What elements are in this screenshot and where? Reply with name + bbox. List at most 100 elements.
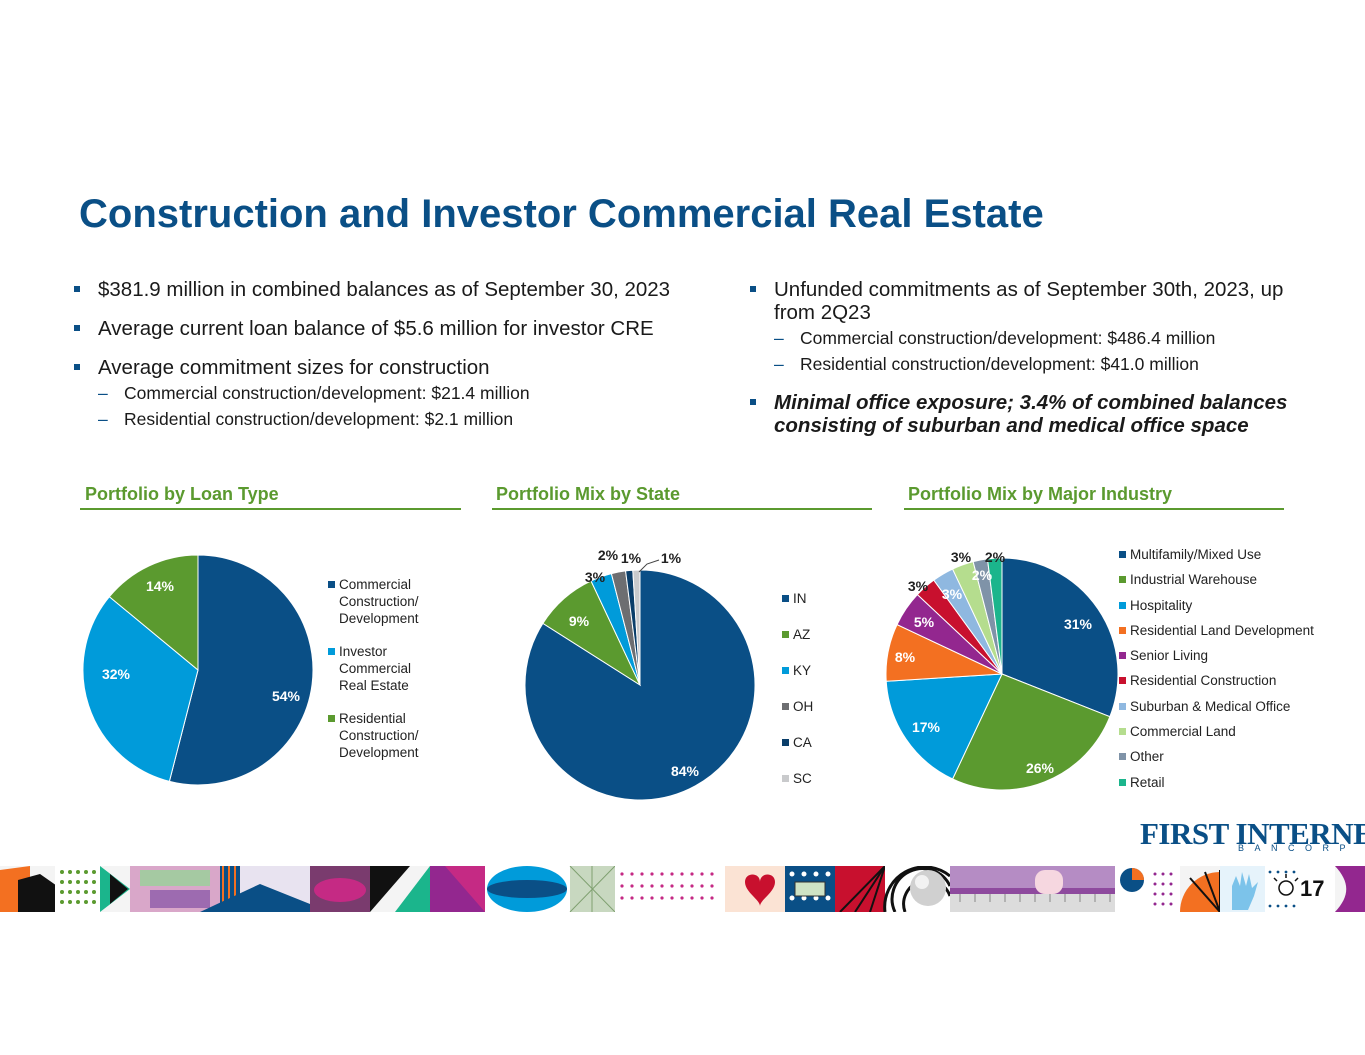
legend-item: Investor Commercial Real Estate	[328, 643, 449, 710]
data-label: 3%	[942, 586, 963, 602]
logo-subtitle: BANCORP	[1238, 843, 1357, 853]
bullet-item: Average commitment sizes for constructio…	[74, 356, 744, 430]
legend-label: SC	[793, 771, 812, 786]
pie-slice	[632, 569, 641, 686]
legend-item: KY	[782, 663, 813, 699]
legend-label: Suburban & Medical Office	[1130, 698, 1291, 714]
data-label: 84%	[671, 763, 700, 779]
legend-swatch	[1119, 576, 1126, 584]
legend-swatch	[1119, 702, 1126, 710]
legend-label: Retail	[1130, 774, 1165, 790]
bullet-text: Unfunded commitments as of September 30t…	[774, 278, 1284, 324]
sub-bullet-item: Residential construction/development: $2…	[98, 409, 744, 430]
legend-swatch	[1119, 778, 1126, 786]
legend-item: Senior Living	[1119, 648, 1314, 673]
pie-slice	[986, 557, 1003, 675]
legend-label: Hospitality	[1130, 597, 1193, 613]
data-label: 31%	[1064, 616, 1093, 632]
legend-label: Residential Land Development	[1130, 622, 1314, 638]
pie-chart-state: 84%9%3%2% 1% 1%	[524, 547, 756, 801]
legend-item: Industrial Warehouse	[1119, 572, 1314, 597]
data-label: 54%	[272, 688, 301, 704]
data-label: 1%	[621, 550, 642, 566]
legend-swatch	[1119, 601, 1126, 609]
legend-swatch	[782, 595, 789, 602]
legend-item: Multifamily/Mixed Use	[1119, 547, 1314, 572]
legend-loan-type: Commercial Construction/Development Invest…	[328, 576, 449, 777]
data-label: 3%	[585, 569, 606, 585]
data-label: 2%	[972, 567, 993, 583]
legend-swatch	[1119, 551, 1126, 558]
legend-label-line: Commercial	[339, 577, 412, 592]
company-logo: FIRST INTERNET BANCORP	[1140, 816, 1365, 856]
legend-swatch	[1119, 753, 1126, 761]
data-label: 14%	[146, 578, 175, 594]
legend-swatch	[782, 703, 789, 710]
legend-label: CA	[793, 735, 812, 750]
legend-item: CA	[782, 735, 813, 771]
pie-slice	[951, 673, 1111, 791]
legend-swatch	[1119, 626, 1126, 634]
sub-bullet-item: Residential construction/development: $4…	[774, 354, 1320, 375]
data-label: 3%	[908, 578, 929, 594]
legend-label-line: Construction/	[339, 728, 419, 743]
legend-item: Other	[1119, 749, 1314, 774]
sub-bullet-list: Commercial construction/development: $21…	[98, 383, 744, 430]
legend-item: Suburban & Medical Office	[1119, 699, 1314, 724]
legend-swatch	[328, 648, 335, 655]
bullet-item: Unfunded commitments as of September 30t…	[750, 278, 1320, 375]
legend-item: OH	[782, 699, 813, 735]
legend-label-line: Construction/	[339, 594, 419, 609]
bullet-item: $381.9 million in combined balances as o…	[74, 278, 744, 301]
legend-swatch	[1119, 728, 1126, 736]
data-label: 32%	[102, 666, 131, 682]
legend-item: Residential Construction/Development	[328, 710, 449, 777]
legend-swatch	[782, 667, 789, 674]
legend-item: IN	[782, 591, 813, 627]
decorative-pattern-band	[0, 866, 1365, 912]
bullet-text: Average commitment sizes for constructio…	[98, 356, 490, 379]
legend-swatch	[328, 581, 335, 588]
left-bullet-list: $381.9 million in combined balances as o…	[74, 278, 744, 446]
data-label: 26%	[1026, 760, 1055, 776]
sub-bullet-item: Commercial construction/development: $48…	[774, 328, 1320, 349]
data-label: 8%	[895, 649, 916, 665]
pie-slice	[1001, 557, 1119, 718]
legend-label-line: Investor	[339, 644, 388, 659]
sub-bullet-list: Commercial construction/development: $48…	[774, 328, 1320, 375]
legend-industry: Multifamily/Mixed Use Industrial Warehous…	[1119, 547, 1314, 800]
legend-item: Retail	[1119, 775, 1314, 800]
leader-line	[638, 559, 660, 573]
legend-item: Hospitality	[1119, 598, 1314, 623]
page-title: Construction and Investor Commercial Rea…	[79, 192, 1044, 236]
legend-swatch	[782, 631, 789, 638]
legend-item: Residential Construction	[1119, 673, 1314, 698]
legend-swatch	[328, 715, 335, 722]
data-label: 5%	[914, 614, 935, 630]
legend-label-line: Development	[339, 611, 419, 626]
chart-title-industry: Portfolio Mix by Major Industry	[908, 484, 1173, 504]
pie-slice	[108, 554, 199, 672]
legend-swatch	[1119, 652, 1126, 660]
pie-chart-loan-type: 54% 32% 14%	[82, 554, 314, 786]
sub-bullet-item: Commercial construction/development: $21…	[98, 383, 744, 404]
legend-label-line: Development	[339, 745, 419, 760]
legend-swatch	[1119, 677, 1126, 685]
legend-label: Senior Living	[1130, 648, 1209, 664]
chart-title-loan-type: Portfolio by Loan Type	[85, 484, 279, 504]
legend-label-line: Real Estate	[339, 678, 409, 693]
pie-chart-industry: 31%26%17%8%5%3% 3%3%2%2%	[885, 549, 1119, 791]
legend-label: Industrial Warehouse	[1130, 572, 1258, 588]
legend-item: SC	[782, 771, 813, 807]
chart-title-state: Portfolio Mix by State	[496, 484, 681, 504]
data-label: 3%	[951, 549, 972, 565]
legend-label: Other	[1130, 749, 1164, 765]
right-bullet-list: Unfunded commitments as of September 30t…	[750, 278, 1320, 453]
legend-item: Commercial Land	[1119, 724, 1314, 749]
pie-slice	[885, 673, 1003, 780]
legend-item: AZ	[782, 627, 813, 663]
bullet-item: Minimal office exposure; 3.4% of combine…	[750, 391, 1320, 437]
bullet-text: Average current loan balance of $5.6 mil…	[98, 317, 654, 340]
logo-wordmark: FIRST INTERNET	[1140, 816, 1365, 851]
page-number: 17	[1300, 876, 1325, 901]
